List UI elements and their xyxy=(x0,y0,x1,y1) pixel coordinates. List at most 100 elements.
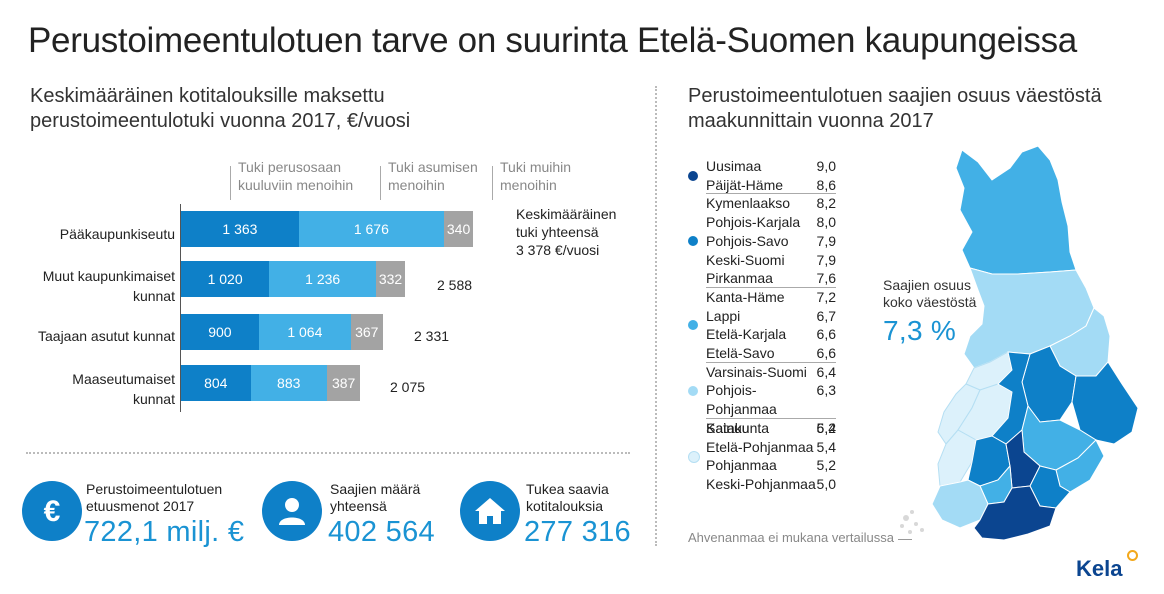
series-header-basic: Tuki perusosaan kuuluviin menoihin xyxy=(238,158,353,194)
legend-region-value: 5,4 xyxy=(816,419,836,436)
legend-color-dot xyxy=(688,320,698,331)
legend-group: Kanta-Häme 7,2 Lappi 6,7 Etelä-Karjala 6,6 Ete… xyxy=(706,288,836,363)
legend-item: Etelä-Karjala 6,6 xyxy=(706,325,836,344)
footnote: Ahvenanmaa ei mukana vertailussa xyxy=(688,530,894,545)
legend-separator xyxy=(706,361,836,363)
finland-map xyxy=(900,145,1139,541)
chart-subtitle-line: Keskimääräinen kotitalouksille maksettu xyxy=(30,85,385,107)
legend-region-name: Uusimaa xyxy=(706,158,762,174)
legend-region-name: Kanta-Häme xyxy=(706,288,785,305)
category-label-line: Pääkaupunkiseutu xyxy=(59,226,175,242)
series-header-line: Tuki perusosaan xyxy=(238,159,341,175)
legend-region-name: Lappi xyxy=(706,307,741,324)
total-note-line: Keskimääräinen xyxy=(516,206,617,222)
legend-item: Etelä-Savo 6,6 xyxy=(706,344,836,363)
legend-item: Kanta-Häme 7,2 xyxy=(706,288,836,307)
legend-region-name: Varsinais-Suomi xyxy=(706,363,807,380)
legend-region-name: Pohjois-Karjala xyxy=(706,214,801,231)
legend-group: Satakunta 5,4 Etelä-Pohjanmaa 5,4 Pohjanmaa 5… xyxy=(706,419,836,494)
legend-item: Satakunta 5,4 xyxy=(706,419,836,438)
series-header-line: kuuluviin menoihin xyxy=(238,177,354,193)
bar-segment: 804 xyxy=(181,365,251,401)
map-region-lappi xyxy=(955,145,1077,275)
kpi-label: Saajien määrä yhteensä xyxy=(330,481,420,515)
series-header-line: Tuki muihin xyxy=(500,159,572,175)
legend-item: Pohjois-Pohjanmaa 6,3 xyxy=(706,381,836,418)
legend-item: Päijät-Häme 8,6 xyxy=(706,176,836,195)
category-label-line: kunnat xyxy=(132,288,175,304)
share-label-line: Saajien osuus xyxy=(883,277,971,293)
kpi-value: 277 316 xyxy=(524,516,631,548)
legend-region-value: 6,7 xyxy=(816,307,836,324)
legend-group: Varsinais-Suomi 6,4 Pohjois-Pohjanmaa 6,3 Ka… xyxy=(706,363,836,438)
kpi-label-line: Saajien määrä xyxy=(330,481,421,497)
series-header-bracket xyxy=(380,166,381,200)
kela-logo: Kela xyxy=(1076,556,1123,581)
kpi-label-line: yhteensä xyxy=(330,498,387,514)
bar-segment: 387 xyxy=(326,365,361,401)
map-region-pohjois-karjala xyxy=(1071,361,1139,445)
legend-color-dot xyxy=(688,236,698,247)
legend-color-dot xyxy=(688,451,700,464)
category-label-line: Muut kaupunkimaiset xyxy=(42,268,175,284)
logo-mark-icon xyxy=(1127,550,1138,561)
legend-region-name: Etelä-Savo xyxy=(706,345,775,361)
legend-region-name: Pirkanmaa xyxy=(706,270,773,287)
legend-group: Uusimaa 9,0 Päijät-Häme 8,6 xyxy=(706,157,836,194)
series-header-bracket xyxy=(492,166,493,200)
legend-region-name: Päijät-Häme xyxy=(706,176,784,193)
legend-region-name: Keski-Pohjanmaa xyxy=(706,475,816,492)
legend-region-name: Pohjois-Savo xyxy=(706,232,789,249)
legend-item: Kymenlaakso 8,2 xyxy=(706,194,836,213)
bar-segment: 1 676 xyxy=(298,211,444,247)
series-header-other: Tuki muihin menoihin xyxy=(500,158,571,194)
legend-color-dot xyxy=(688,385,698,396)
kpi-label-line: etuusmenot 2017 xyxy=(86,498,195,514)
legend-region-value: 7,6 xyxy=(816,270,836,287)
bar-segment: 883 xyxy=(250,365,327,401)
legend-group: Kymenlaakso 8,2 Pohjois-Karjala 8,0 Pohjois-… xyxy=(706,194,836,288)
legend-region-value: 6,2 xyxy=(816,419,836,436)
legend-region-value: 5,2 xyxy=(816,457,836,474)
legend-region-value: 8,0 xyxy=(816,214,836,231)
page-title: Perustoimeentulotuen tarve on suurinta E… xyxy=(28,21,1077,60)
map-region-uusimaa xyxy=(973,485,1057,541)
legend-item: Lappi 6,7 xyxy=(706,307,836,326)
map-subtitle-line: Perustoimeentulotuen saajien osuus väest… xyxy=(688,85,1102,107)
category-label: Muut kaupunkimaiset kunnat xyxy=(0,266,175,306)
euro-icon: € xyxy=(22,481,82,541)
share-label-line: koko väestöstä xyxy=(883,294,977,310)
column-divider xyxy=(655,86,657,546)
bar-segment: 332 xyxy=(376,261,405,297)
legend-region-name: Satakunta xyxy=(706,419,770,436)
archipelago-islands xyxy=(900,510,924,534)
legend-region-name: Pohjanmaa xyxy=(706,457,777,474)
category-label-line: Taajaan asutut kunnat xyxy=(38,328,175,344)
legend-region-value: 6,6 xyxy=(816,326,836,343)
footnote-leader xyxy=(898,539,912,540)
series-header-line: menoihin xyxy=(500,177,557,193)
kpi-label-line: Tukea saavia xyxy=(526,481,609,497)
chart-subtitle: Keskimääräinen kotitalouksille maksettu … xyxy=(30,84,410,134)
legend-region-value: 7,9 xyxy=(816,251,836,268)
legend-region-value: 6,3 xyxy=(816,382,836,399)
legend-region-name: Kainuu xyxy=(706,419,750,436)
legend-separator xyxy=(706,417,836,419)
share-value: 7,3 % xyxy=(883,315,957,346)
total-label: 2 075 xyxy=(390,379,426,395)
category-label-line: kunnat xyxy=(132,391,175,407)
y-axis-line xyxy=(180,204,181,412)
total-note-line: tuki yhteensä xyxy=(516,224,599,240)
legend-item: Varsinais-Suomi 6,4 xyxy=(706,363,836,382)
legend-item: Pohjois-Savo 7,9 xyxy=(706,232,836,251)
category-label: Pääkaupunkiseutu xyxy=(0,224,175,244)
total-label-first: Keskimääräinen tuki yhteensä 3 378 €/vuo… xyxy=(516,205,616,259)
kpi-value: 722,1 milj. € xyxy=(84,516,245,548)
kpi-label-line: kotitalouksia xyxy=(526,498,604,514)
legend-item: Etelä-Pohjanmaa 5,4 xyxy=(706,438,836,457)
legend-region-value: 6,6 xyxy=(816,345,836,361)
legend-region-value: 6,4 xyxy=(816,363,836,380)
bar-segment: 1 064 xyxy=(258,314,351,350)
total-label: 2 588 xyxy=(437,277,473,293)
bar-segment: 1 363 xyxy=(181,211,299,247)
